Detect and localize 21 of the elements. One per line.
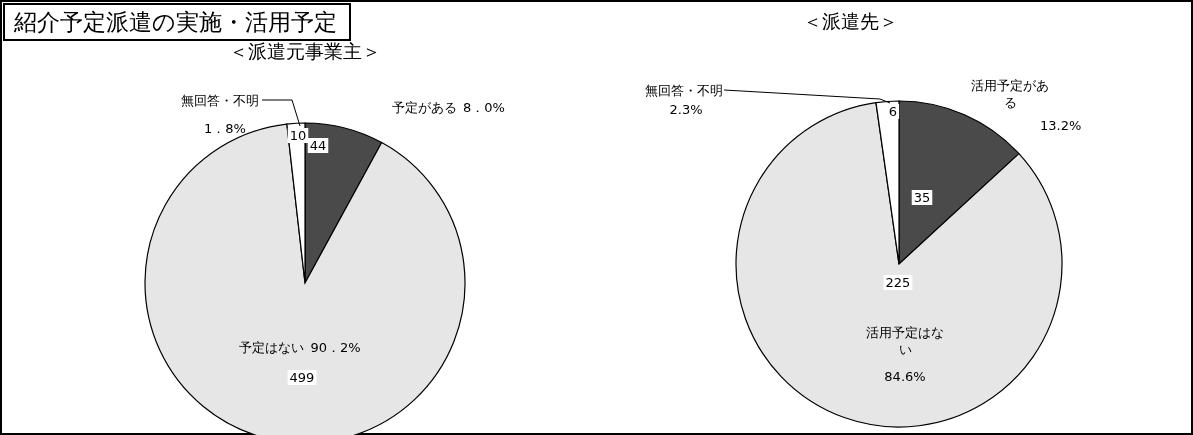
chart-title: 紹介予定派遣の実施・活用予定 [13,9,337,35]
data-label: 44 [309,138,327,153]
chart-subtitle: ＜派遣先＞ [802,10,898,32]
data-label: 6 [888,104,898,119]
data-label: 499 [289,370,315,385]
text: 8．0% [463,100,505,115]
chart-subtitle: ＜派遣元事業主＞ [229,40,381,62]
data-label: 10 [289,128,307,143]
slice-label: 無回答・不明 [181,93,259,108]
data-label: 225 [885,275,911,290]
text: 2.3% [669,102,703,117]
slice-label: 活用予定はない [866,325,944,357]
slice-label: 無回答・不明 [645,83,723,98]
slice-label: 活用予定がある [971,78,1049,110]
slice-label: 予定がある [392,100,457,115]
text: 1．8% [204,121,246,136]
slice-label: 予定はない [239,340,305,355]
data-label: 35 [913,190,931,205]
text: 84.6% [884,369,926,384]
text: 13.2% [1040,118,1082,133]
text: 90．2% [310,340,361,355]
